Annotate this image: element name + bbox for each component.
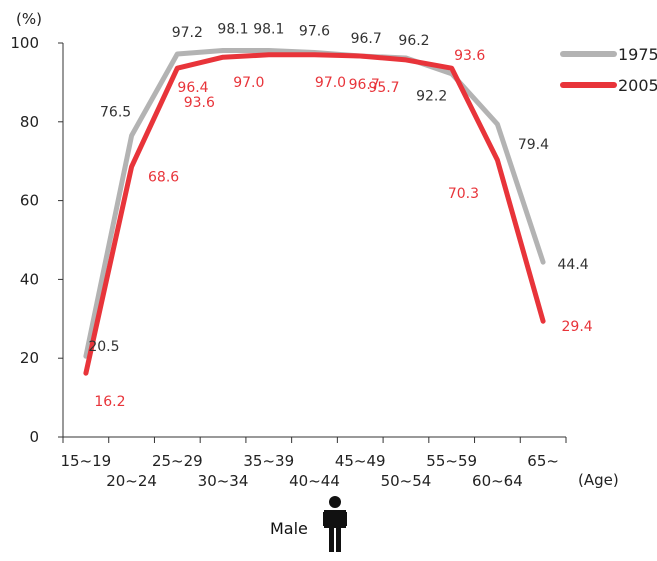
data-label-1975: 79.4 [518, 137, 549, 153]
y-axis-unit-label: (%) [16, 10, 42, 28]
x-tick-label: 55~59 [426, 452, 477, 470]
data-label-1975: 98.1 [217, 22, 248, 38]
data-label-2005: 97.0 [233, 75, 264, 91]
data-label-2005: 68.6 [148, 170, 179, 186]
series-line-2005 [83, 52, 546, 376]
data-label-1975: 20.5 [88, 339, 119, 355]
male-caption: Male [270, 496, 347, 552]
x-tick-label: 15~19 [60, 452, 111, 470]
data-label-1975: 97.2 [172, 25, 203, 41]
x-tick-label: 25~29 [152, 452, 203, 470]
y-tick-label: 40 [20, 270, 39, 288]
y-tick-label: 100 [10, 34, 39, 52]
x-tick-label: 65~ [527, 452, 559, 470]
data-label-2005: 93.6 [454, 48, 485, 64]
x-tick-label: 20~24 [106, 472, 157, 490]
series-line-1975 [83, 48, 546, 359]
data-labels: 20.5 76.5 97.2 98.1 98.1 97.6 96.7 96.2 92.2 79.4… [88, 22, 592, 411]
male-label: Male [270, 519, 308, 538]
data-label-2005: 97.0 [315, 75, 346, 91]
y-tick-label: 80 [20, 113, 39, 131]
data-label-2005: 95.7 [368, 80, 399, 96]
data-label-2005: 96.4 [177, 80, 208, 96]
data-label-1975: 98.1 [253, 22, 284, 38]
data-label-1975: 92.2 [416, 89, 447, 105]
x-tick-label: 35~39 [243, 452, 294, 470]
axes: 0 20 40 60 80 100 15~19 20~24 25~29 30~34 35~39 40~… [10, 34, 567, 490]
data-label-2005: 16.2 [94, 394, 125, 410]
data-label-2005: 70.3 [448, 186, 479, 202]
x-tick-label: 45~49 [335, 452, 386, 470]
legend-label-1975: 1975 [618, 45, 657, 64]
data-label-2005: 96.7 [349, 77, 380, 93]
data-label-1975: 96.7 [351, 31, 382, 47]
series-lines [83, 48, 546, 376]
y-tick-label: 0 [29, 428, 39, 446]
x-tick-label: 40~44 [289, 472, 340, 490]
x-tick-label: 60~64 [472, 472, 523, 490]
male-person-icon [323, 496, 347, 552]
x-axis-unit-label: (Age) [578, 471, 619, 489]
y-tick-label: 60 [20, 192, 39, 210]
data-label-1975: 96.2 [398, 33, 429, 49]
data-label-2005: 29.4 [562, 319, 593, 335]
legend: 1975 2005 [560, 45, 657, 95]
legend-label-2005: 2005 [618, 76, 657, 95]
data-label-2005: 93.6 [184, 95, 215, 111]
data-label-1975: 44.4 [558, 257, 589, 273]
data-label-1975: 76.5 [100, 105, 131, 121]
y-tick-label: 20 [20, 349, 39, 367]
x-tick-label: 50~54 [381, 472, 432, 490]
x-tick-label: 30~34 [198, 472, 249, 490]
data-label-1975: 97.6 [299, 24, 330, 40]
